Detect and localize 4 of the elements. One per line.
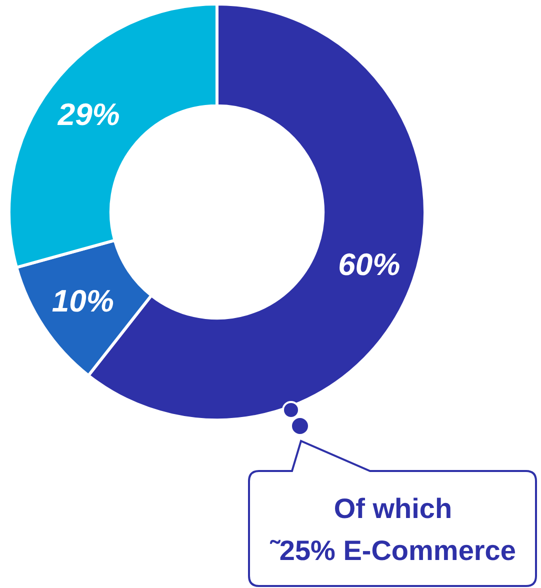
data-label: 60% (338, 247, 400, 282)
text: Of which ˜25% E-Commerce (269, 493, 516, 566)
data-label: 10% (52, 284, 114, 319)
data-label: 29% (56, 96, 120, 132)
